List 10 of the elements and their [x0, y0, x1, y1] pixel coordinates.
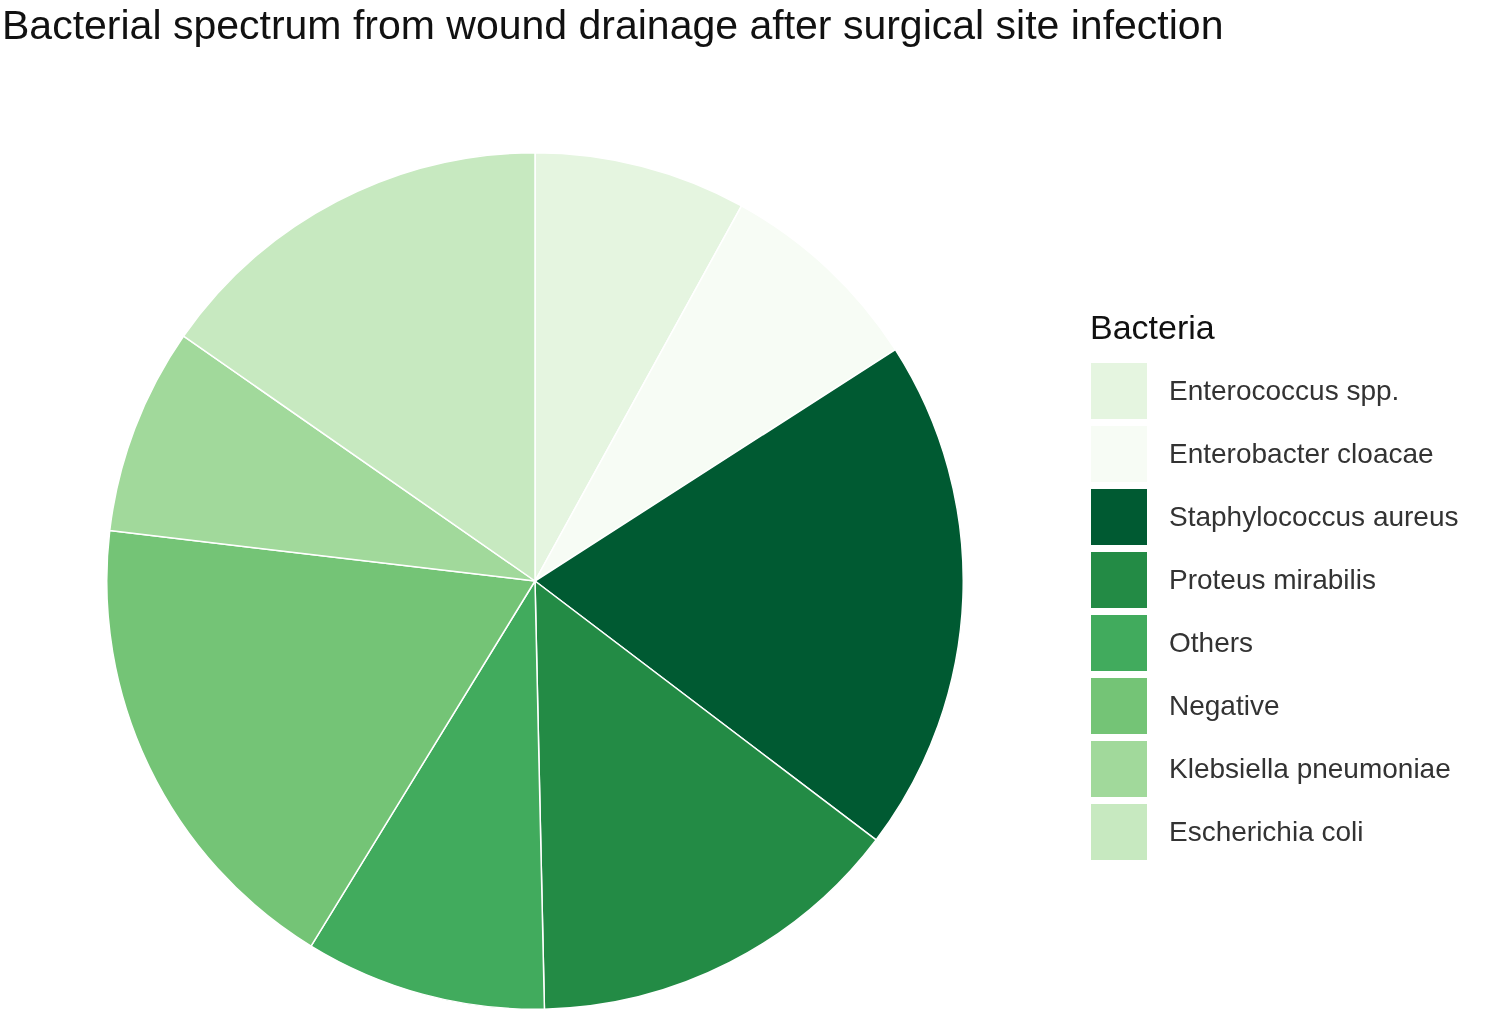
legend-label: Enterobacter cloacae [1169, 437, 1434, 470]
legend-label: Klebsiella pneumoniae [1169, 752, 1451, 785]
legend-label: Staphylococcus aureus [1169, 500, 1459, 533]
legend-label: Escherichia coli [1169, 815, 1364, 848]
legend-label: Negative [1169, 689, 1280, 722]
legend-label: Enterococcus spp. [1169, 374, 1400, 407]
chart-title: Bacterial spectrum from wound drainage after surgical site infection [2, 2, 1224, 49]
legend-label: Others [1169, 626, 1254, 659]
legend-title: Bacteria [1090, 308, 1216, 347]
legend-label: Proteus mirabilis [1169, 563, 1376, 596]
